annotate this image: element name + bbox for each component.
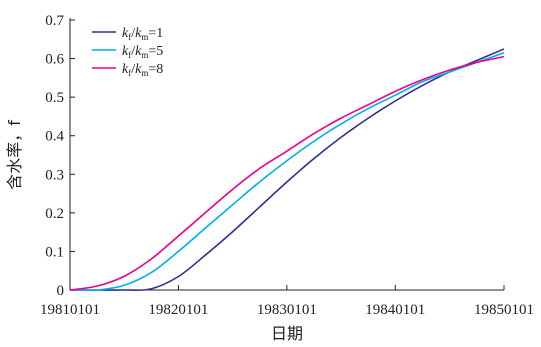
legend-label-1: kf/km=1 xyxy=(122,26,163,42)
y-tick-label: 0.2 xyxy=(45,206,64,222)
x-axis-title: 日期 xyxy=(271,324,303,343)
x-tick-label: 19850101 xyxy=(474,302,534,318)
legend-sub-m: m xyxy=(141,32,148,42)
y-axis-title: 含水率，f xyxy=(5,120,24,190)
legend-slash: / xyxy=(131,26,135,41)
series-lines xyxy=(69,48,505,292)
x-tick-label: 19840101 xyxy=(365,302,425,318)
legend-ratio-value: =8 xyxy=(148,62,163,77)
series-line-2 xyxy=(69,52,505,292)
legend-k: k xyxy=(135,44,142,59)
legend-k: k xyxy=(122,62,129,77)
legend-sub-m: m xyxy=(141,68,148,78)
legend-slash: / xyxy=(131,44,135,59)
y-tick-label: 0.3 xyxy=(45,167,64,183)
legend-sub-m: m xyxy=(141,50,148,60)
y-tick-label: 0 xyxy=(57,283,65,299)
legend-sub-f: f xyxy=(128,32,131,42)
legend-slash: / xyxy=(131,62,135,77)
legend-k: k xyxy=(122,26,129,41)
legend-ratio-value: =5 xyxy=(148,44,163,59)
legend-k: k xyxy=(135,26,142,41)
y-tick-label: 0.4 xyxy=(45,129,64,145)
legend-sub-f: f xyxy=(128,50,131,60)
series-line-1 xyxy=(70,48,505,291)
y-tick-label: 0.7 xyxy=(45,13,64,29)
y-tick-label: 0.5 xyxy=(45,90,64,106)
legend-k: k xyxy=(135,62,142,77)
y-tick-label: 0.1 xyxy=(45,244,64,260)
legend-sub-f: f xyxy=(128,68,131,78)
y-tick-label: 0.6 xyxy=(45,52,64,68)
x-tick-label: 19810101 xyxy=(40,302,100,318)
legend-k: k xyxy=(122,44,129,59)
x-tick-label: 19830101 xyxy=(257,302,317,318)
legend-label-3: kf/km=8 xyxy=(122,62,163,78)
series-line-3 xyxy=(69,55,505,291)
legend-ratio-value: =1 xyxy=(148,26,163,41)
ticks: 0 0.1 0.2 0.3 0.4 0.5 0.6 0.7 19810101 19820101 19… xyxy=(40,13,534,318)
legend-label-2: kf/km=5 xyxy=(122,44,163,60)
legend: kf/km=1kf/km=5kf/km=8 xyxy=(92,26,163,78)
x-tick-label: 19820101 xyxy=(148,302,208,318)
